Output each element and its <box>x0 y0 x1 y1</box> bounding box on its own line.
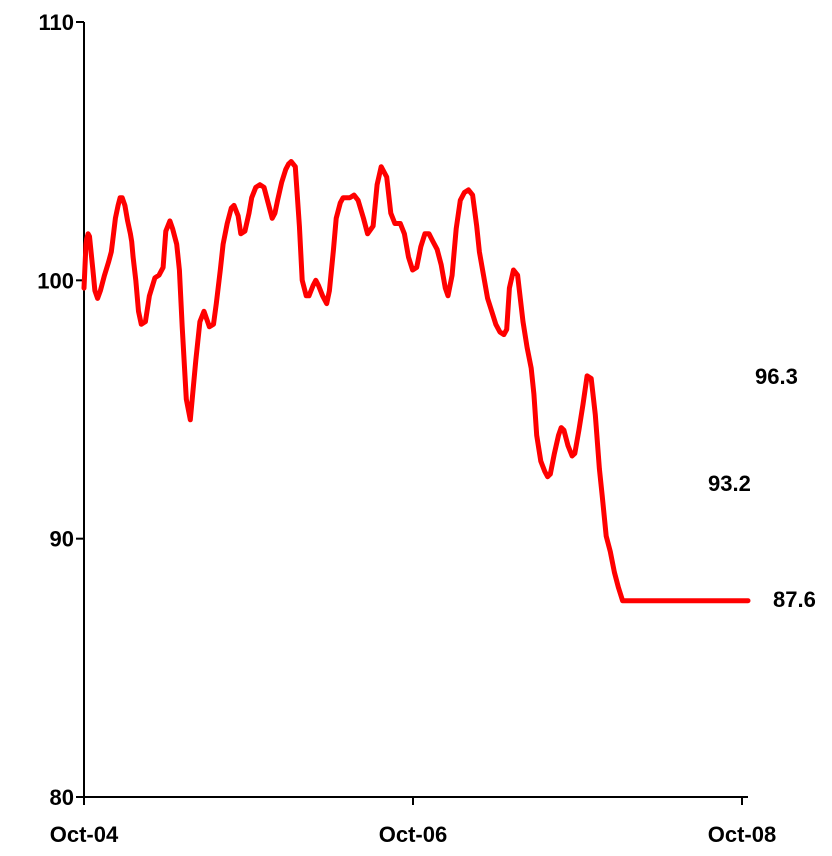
annotation-label: 93.2 <box>708 471 751 496</box>
y-tick-label: 100 <box>37 268 74 293</box>
y-tick-label: 80 <box>50 785 74 810</box>
y-ticks: 80 90 100 110 <box>37 10 84 810</box>
annotation-label: 96.3 <box>755 364 798 389</box>
x-ticks: Oct-04 Oct-06 Oct-08 <box>50 797 776 847</box>
y-tick-label: 90 <box>50 527 74 552</box>
y-tick-label: 110 <box>39 10 75 35</box>
annotations: 96.3 93.2 87.6 <box>708 364 816 612</box>
x-tick-label: Oct-06 <box>379 822 447 847</box>
annotation-label: 87.6 <box>773 587 816 612</box>
series-line <box>81 159 751 604</box>
axes <box>83 22 748 798</box>
series-group <box>81 159 751 604</box>
x-tick-label: Oct-04 <box>50 822 119 847</box>
x-tick-label: Oct-08 <box>708 822 776 847</box>
